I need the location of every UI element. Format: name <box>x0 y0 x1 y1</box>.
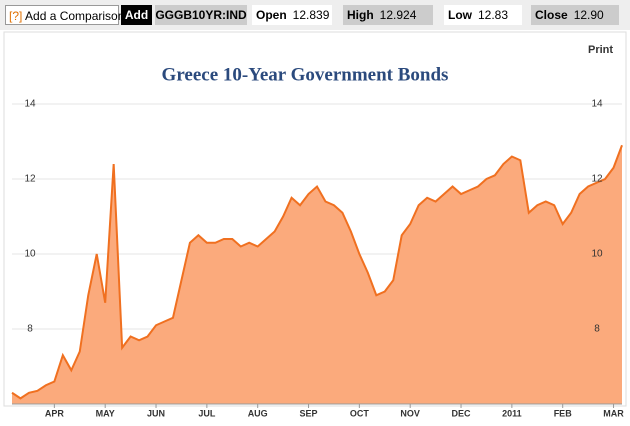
stat-label: High <box>347 8 374 22</box>
x-tick-label: MAR <box>603 408 624 418</box>
stat: Open 12.839 <box>252 5 332 25</box>
stat: High 12.924 <box>343 5 433 25</box>
x-tick-label: SEP <box>300 408 318 418</box>
stat-label: Close <box>535 8 568 22</box>
stat-label: Open <box>256 8 287 22</box>
y-tick-label: 10 <box>24 249 36 260</box>
x-tick-label: JUL <box>198 408 216 418</box>
help-link[interactable]: [?] <box>9 9 23 23</box>
x-tick-label: AUG <box>248 408 268 418</box>
print-link[interactable]: Print <box>588 44 613 56</box>
add-button[interactable]: Add <box>121 5 152 25</box>
x-tick-label: MAY <box>96 408 115 418</box>
x-tick-label: APR <box>45 408 65 418</box>
y-tick-label-right: 12 <box>591 174 603 185</box>
stat: Close 12.90 <box>531 5 619 25</box>
plot-frame <box>3 31 627 407</box>
chart-title: Greece 10-Year Government Bonds <box>162 64 449 85</box>
y-tick-label-right: 10 <box>591 249 603 260</box>
x-tick-label: OCT <box>350 408 370 418</box>
x-tick-label: NOV <box>400 408 420 418</box>
x-tick-label: FEB <box>554 408 573 418</box>
x-tick-label: 2011 <box>502 408 522 418</box>
area-line <box>11 144 623 400</box>
ticker: GGGB10YR:IND <box>155 5 247 25</box>
stat-value: 12.90 <box>573 8 604 22</box>
stat-value: 12.83 <box>478 8 509 22</box>
y-tick-label-right: 14 <box>591 99 603 110</box>
x-tick-label: DEC <box>452 408 472 418</box>
stat-label: Low <box>448 8 472 22</box>
input-placeholder: Add a Comparison <box>25 9 125 23</box>
stat-value: 12.924 <box>379 8 417 22</box>
area-fill <box>12 145 622 404</box>
toolbar: [?] Add a Comparison Add GGGB10YR:IND Op… <box>0 0 630 30</box>
y-tick-label: 8 <box>27 324 33 335</box>
x-tick-label: JUN <box>147 408 165 418</box>
y-tick-label: 14 <box>24 99 36 110</box>
comparison-input[interactable]: [?] Add a Comparison <box>5 5 124 25</box>
y-tick-label-right: 8 <box>594 324 600 335</box>
stat-value: 12.839 <box>292 8 330 22</box>
y-tick-label: 12 <box>24 174 36 185</box>
stat: Low 12.83 <box>444 5 522 25</box>
